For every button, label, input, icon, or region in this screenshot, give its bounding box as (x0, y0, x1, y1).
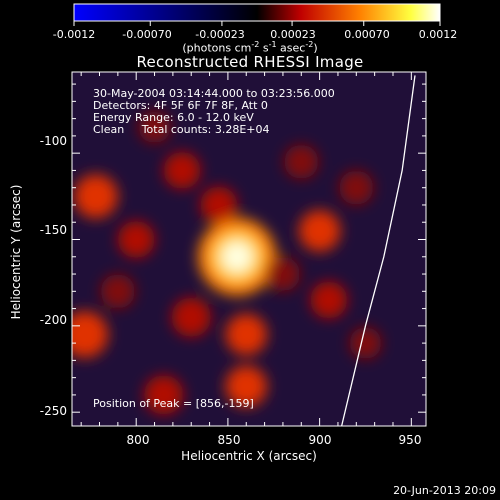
heatmap-peak-core (221, 241, 253, 273)
peak-position-annotation: Position of Peak = [856,-159] (93, 397, 254, 410)
colorbar (73, 3, 441, 22)
colorbar-unit-label: (photons cm-2 s-1 asec-2) (182, 40, 318, 55)
heatmap-source (339, 170, 374, 205)
x-tick-label: 850 (217, 433, 241, 447)
heatmap-source (171, 297, 211, 337)
heatmap-source (117, 221, 155, 258)
colorbar-tick-label: -0.0012 (52, 28, 96, 41)
plot-frame (71, 71, 427, 427)
generation-timestamp: 20-Jun-2013 20:09 (393, 484, 496, 497)
x-tick-label: 800 (126, 433, 150, 447)
y-tick-label: -100 (39, 134, 67, 148)
heatmap-source (298, 210, 341, 252)
heatmap-source (284, 144, 319, 179)
heatmap-source (225, 365, 268, 408)
time-range-annotation: 30-May-2004 03:14:44.000 to 03:23:56.000 (93, 87, 335, 100)
heatmap-source (144, 375, 184, 415)
heatmap-image (72, 111, 382, 415)
y-axis-label: Heliocentric Y (arcsec) (9, 184, 23, 320)
colorbar-tick-label: -0.00070 (122, 28, 172, 41)
y-tick-label: -200 (39, 313, 67, 327)
x-tick-label: 900 (308, 433, 332, 447)
y-tick-label: -150 (39, 223, 67, 237)
heatmap-source (100, 274, 136, 309)
heatmap-source (138, 111, 171, 144)
colorbar-tick-label: 0.00023 (270, 28, 316, 41)
heatmap-source (310, 281, 348, 319)
colorbar-tick-label: 0.0012 (418, 28, 458, 41)
colorbar-ticks (73, 21, 441, 26)
heatmap-source (163, 152, 201, 189)
y-tick-label: -250 (39, 404, 67, 418)
energy-range-annotation: Energy Range: 6.0 - 12.0 keV (93, 111, 254, 124)
heatmap-source (72, 311, 109, 358)
colorbar-tick-label: -0.00023 (195, 28, 245, 41)
clean-counts-annotation: Clean Total counts: 3.28E+04 (93, 123, 270, 136)
heatmap-source (225, 313, 268, 356)
x-tick-label: 950 (398, 433, 422, 447)
detectors-annotation: Detectors: 4F 5F 6F 7F 8F, Att 0 (93, 99, 268, 112)
x-axis-label: Heliocentric X (arcsec) (181, 449, 317, 463)
chart-title: Reconstructed RHESSI Image (136, 53, 364, 71)
heatmap-source (73, 174, 118, 219)
solar-limb-line (340, 75, 416, 426)
colorbar-tick-label: 0.00070 (344, 28, 390, 41)
axis-ticks (72, 72, 426, 426)
heatmap-source (200, 186, 238, 224)
heatmap-source (265, 256, 301, 292)
heatmap-source (349, 327, 382, 360)
